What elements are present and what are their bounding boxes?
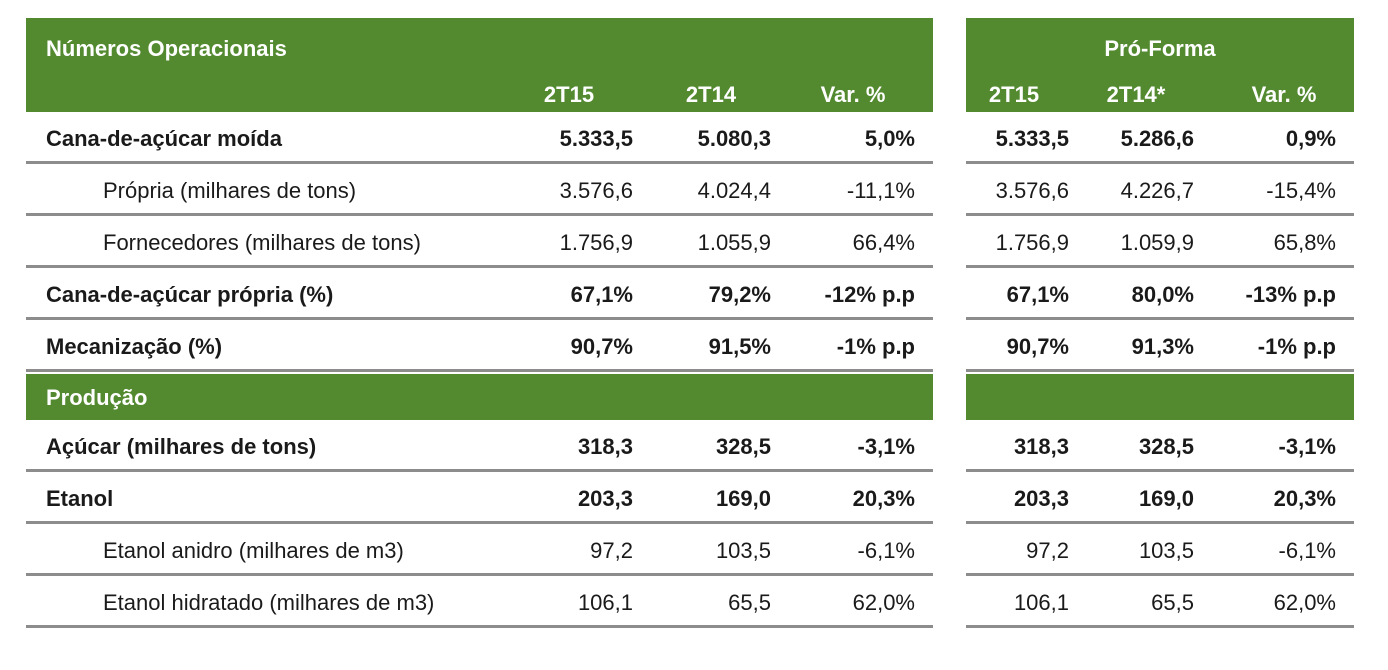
cell-2t15: 67,1% [1006,282,1069,307]
table-row: Cana-de-açúcar própria (%) 67,1% 79,2% -12%… [26,268,933,320]
cell-2t14: 1.055,9 [697,230,771,255]
table-row: 203,3 169,0 20,3% [966,472,1354,524]
cell-2t15: 3.576,6 [995,178,1069,203]
cell-2t15: 1.756,9 [559,230,633,255]
col-header-2t15: 2T15 [988,82,1040,107]
table-row: Açúcar (milhares de tons) 318,3 328,5 -3,1% [26,420,933,472]
table-row: 67,1% 80,0% -13% p.p [966,268,1354,320]
table-row: 1.756,9 1.059,9 65,8% [966,216,1354,268]
cell-2t15: 5.333,5 [995,126,1069,151]
row-label: Etanol hidratado (milhares de m3) [103,590,435,615]
row-label: Cana-de-açúcar moída [46,126,282,151]
table-row: 318,3 328,5 -3,1% [966,420,1354,472]
table-row: Etanol hidratado (milhares de m3) 106,1 65… [26,576,933,628]
cell-2t15: 90,7% [1006,334,1069,359]
table-row: Própria (milhares de tons) 3.576,6 4.024,4… [26,164,933,216]
cell-2t14: 91,3% [1131,334,1194,359]
cell-var: -3,1% [1278,434,1336,459]
row-label: Etanol [46,486,114,511]
cell-var: 66,4% [852,230,915,255]
col-header-var: Var. % [820,82,886,107]
cell-var: -11,1% [846,178,915,203]
cell-var: -1% p.p [1257,334,1336,359]
table-row: 106,1 65,5 62,0% [966,576,1354,628]
cell-var: -15,4% [1266,178,1336,203]
cell-2t14: 4.226,7 [1120,178,1194,203]
cell-var: 20,3% [1273,486,1336,511]
cell-var: 62,0% [852,590,915,615]
cell-2t14: 5.080,3 [697,126,771,151]
cell-2t15: 67,1% [570,282,633,307]
cell-2t14: 65,5 [728,590,771,615]
cell-2t14: 1.059,9 [1120,230,1194,255]
row-label: Própria (milhares de tons) [103,178,357,203]
cell-var: -13% p.p [1245,282,1336,307]
table-row: 3.576,6 4.226,7 -15,4% [966,164,1354,216]
cell-2t15: 3.576,6 [559,178,633,203]
cell-2t14: 328,5 [715,434,771,459]
cell-var: -3,1% [857,434,915,459]
cell-2t14: 169,0 [715,486,771,511]
cell-2t15: 106,1 [1013,590,1069,615]
pro-forma-table: Pró-Forma 2T15 2T14* Var. % 5.333,5 5.286… [966,18,1354,628]
cell-2t14: 103,5 [1138,538,1194,563]
section-header-producao: Produção [26,374,933,420]
cell-2t15: 90,7% [570,334,633,359]
cell-var: 62,0% [1273,590,1336,615]
cell-var: 65,8% [1273,230,1336,255]
col-header-2t14: 2T14* [1106,82,1166,107]
table-row: 97,2 103,5 -6,1% [966,524,1354,576]
cell-var: -1% p.p [836,334,915,359]
table-title: Pró-Forma [1104,36,1216,61]
cell-var: 0,9% [1285,126,1336,151]
cell-2t15: 318,3 [577,434,633,459]
table-header: Pró-Forma 2T15 2T14* Var. % [966,18,1354,112]
cell-2t15: 97,2 [1026,538,1069,563]
cell-var: 5,0% [864,126,915,151]
row-label: Açúcar (milhares de tons) [46,434,317,459]
cell-2t15: 1.756,9 [995,230,1069,255]
cell-2t14: 169,0 [1138,486,1194,511]
row-label: Fornecedores (milhares de tons) [103,230,421,255]
col-header-2t15: 2T15 [543,82,595,107]
cell-2t15: 5.333,5 [559,126,633,151]
table-row: Cana-de-açúcar moída 5.333,5 5.080,3 5,0% [26,112,933,164]
cell-2t14: 65,5 [1151,590,1194,615]
col-header-2t14: 2T14 [685,82,737,107]
cell-2t14: 79,2% [708,282,771,307]
cell-var: 20,3% [852,486,915,511]
section-header-blank [966,374,1354,420]
cell-2t15: 203,3 [577,486,633,511]
cell-2t15: 106,1 [577,590,633,615]
table-row: 90,7% 91,3% -1% p.p [966,320,1354,372]
cell-2t14: 91,5% [708,334,771,359]
cell-2t14: 328,5 [1138,434,1194,459]
cell-2t14: 80,0% [1131,282,1194,307]
section-label: Produção [46,385,148,410]
cell-var: -6,1% [857,538,915,563]
table-title: Números Operacionais [46,36,287,61]
cell-2t15: 203,3 [1013,486,1069,511]
cell-var: -6,1% [1278,538,1336,563]
cell-2t15: 318,3 [1013,434,1069,459]
cell-var: -12% p.p [824,282,915,307]
row-label: Etanol anidro (milhares de m3) [103,538,404,563]
row-label: Mecanização (%) [46,334,223,359]
table-row: Etanol anidro (milhares de m3) 97,2 103,5 -… [26,524,933,576]
operational-numbers-table: Números Operacionais 2T15 2T14 Var. % Ca… [26,18,933,628]
cell-2t15: 97,2 [590,538,633,563]
col-header-var: Var. % [1251,82,1317,107]
table-row: Mecanização (%) 90,7% 91,5% -1% p.p [26,320,933,372]
row-label: Cana-de-açúcar própria (%) [46,282,334,307]
cell-2t14: 5.286,6 [1120,126,1194,151]
table-row: Etanol 203,3 169,0 20,3% [26,472,933,524]
table-header: Números Operacionais 2T15 2T14 Var. % [26,18,933,112]
cell-2t14: 103,5 [715,538,771,563]
cell-2t14: 4.024,4 [697,178,771,203]
table-row: 5.333,5 5.286,6 0,9% [966,112,1354,164]
table-row: Fornecedores (milhares de tons) 1.756,9 1.… [26,216,933,268]
